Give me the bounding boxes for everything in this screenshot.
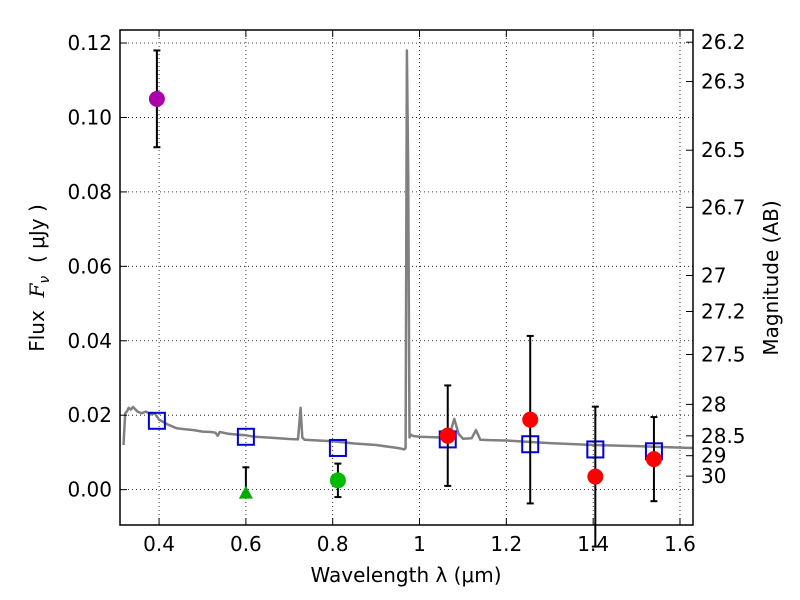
- upper-limit-marker: [238, 485, 253, 499]
- mag-tick-label: 27.2: [701, 300, 746, 324]
- data-point: [587, 468, 604, 485]
- plot-frame: [119, 29, 694, 526]
- mag-tick-label: 28.5: [701, 424, 746, 448]
- mag-tick-label: 26.2: [701, 30, 746, 54]
- data-point: [329, 472, 346, 489]
- model-point-square: [328, 438, 347, 457]
- y-tick-label: 0.08: [67, 180, 112, 204]
- mag-tick-label: 29: [701, 444, 726, 468]
- data-point: [439, 427, 456, 444]
- y-tick-label: 0.02: [67, 403, 112, 427]
- data-point: [148, 90, 165, 107]
- x-tick-label: 1.4: [577, 532, 609, 556]
- y-tick-label: 0.00: [67, 478, 112, 502]
- y-axis-label-subscript: ν: [37, 276, 53, 284]
- x-tick-label: 1: [413, 532, 426, 556]
- x-tick-label: 0.4: [143, 532, 175, 556]
- model-point-square: [236, 427, 255, 446]
- y2-axis-label: Magnitude (AB): [759, 200, 783, 355]
- y-axis-label-symbol: F: [25, 282, 49, 298]
- mag-tick-label: 30: [701, 464, 726, 488]
- y-tick-label: 0.10: [67, 105, 112, 129]
- x-tick-label: 1.6: [664, 532, 696, 556]
- x-tick-label: 0.6: [230, 532, 262, 556]
- data-point: [645, 451, 662, 468]
- axis-ticks: 0.4 0.6 0.8 1 1.2 1.4 1.6 0.00 0.02 0.04 0.06 0.08 0…: [67, 30, 746, 556]
- plot-area: [122, 49, 693, 548]
- x-tick-label: 1.2: [490, 532, 522, 556]
- mag-tick-label: 26.7: [701, 195, 746, 219]
- mag-tick-label: 27.5: [701, 343, 746, 367]
- mag-tick-label: 27: [701, 263, 726, 287]
- y-axis-label-suffix: ( μJy ): [25, 204, 49, 276]
- sed-model-line: [122, 49, 693, 451]
- y-tick-label: 0.12: [67, 31, 112, 55]
- x-axis-label: Wavelength λ (μm): [310, 563, 501, 587]
- data-point: [522, 411, 539, 428]
- mag-tick-label: 28: [701, 392, 726, 416]
- mag-tick-label: 26.5: [701, 138, 746, 162]
- model-point-square: [147, 411, 166, 430]
- y-tick-label: 0.04: [67, 329, 112, 353]
- y-axis-label: Flux Fν ( μJy ): [25, 204, 53, 352]
- mag-tick-label: 26.3: [701, 70, 746, 94]
- y-axis-label-prefix: Flux: [25, 297, 49, 351]
- x-tick-label: 0.8: [317, 532, 349, 556]
- y-tick-label: 0.06: [67, 254, 112, 278]
